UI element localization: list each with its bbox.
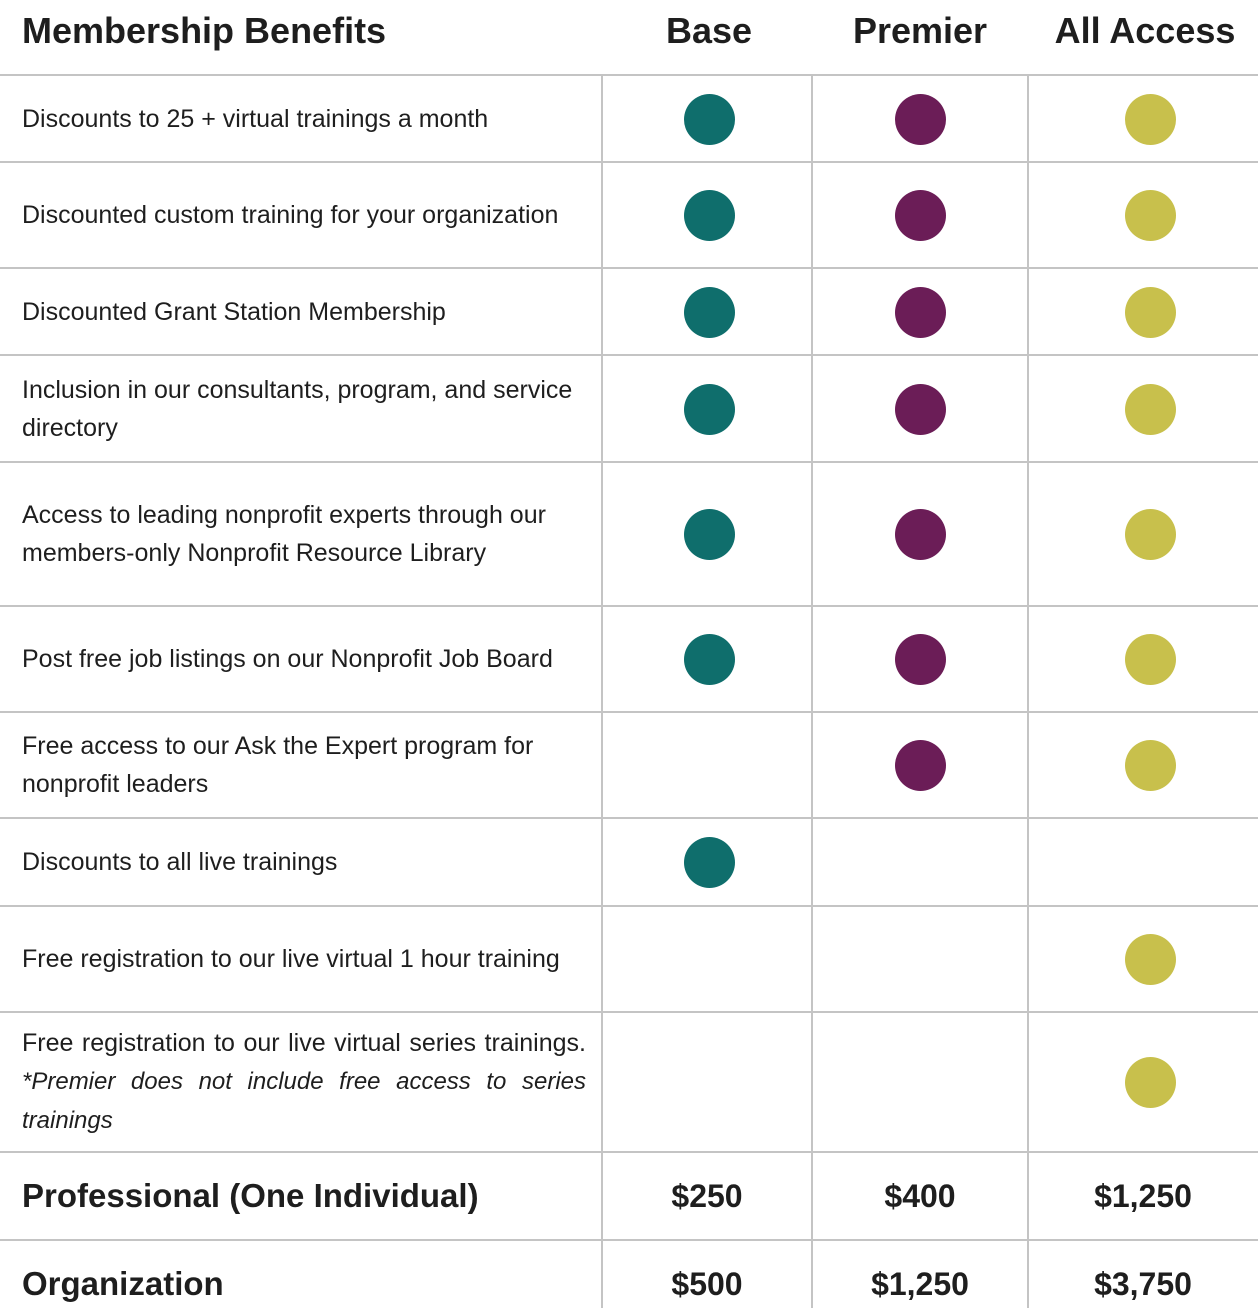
row-divider [0,1239,1258,1241]
benefit-label: Free registration to our live virtual se… [22,1029,586,1057]
included-dot [895,286,946,338]
benefit-label: Post free job listings on our Nonprofit … [22,645,553,673]
benefit-label: Discounted custom training for your orga… [22,201,559,229]
pricing-label: Organization [22,1265,224,1302]
benefit-cell: Discounts to all live trainings [0,818,602,906]
tier-header: All Access [1054,10,1236,51]
benefit-label: Discounts to all live trainings [22,848,338,876]
benefit-cell: Post free job listings on our Nonprofit … [0,606,602,712]
row-divider [0,605,1258,607]
benefit-label: Free access to our Ask the Expert progra… [22,732,534,798]
benefit-text: Discounts to 25 + virtual trainings a mo… [22,100,488,138]
included-dot [895,634,946,685]
included-dot [684,509,735,560]
benefit-note: *Premier does not include free access to… [22,1068,586,1134]
benefit-text: Free access to our Ask the Expert progra… [22,727,586,803]
included-dot [895,383,946,435]
included-dot [1125,383,1176,435]
included-dot [895,93,946,145]
benefit-text: Inclusion in our consultants, program, a… [22,371,586,447]
header-divider [0,74,1258,76]
included-dot [684,190,735,241]
benefit-text: Post free job listings on our Nonprofit … [22,640,553,678]
row-divider [0,354,1258,356]
benefit-cell: Discounted Grant Station Membership [0,268,602,355]
row-divider [0,461,1258,463]
included-dot [1125,634,1176,685]
benefit-text: Free registration to our live virtual se… [22,1024,586,1140]
price: $250 [671,1177,743,1214]
price: $1,250 [1094,1177,1192,1214]
benefit-cell: Free registration to our live virtual se… [0,1012,602,1152]
included-dot [895,509,946,560]
benefit-label: Inclusion in our consultants, program, a… [22,375,573,442]
included-dot [1125,934,1176,985]
price: $400 [884,1177,956,1214]
benefit-text: Discounts to all live trainings [22,843,337,881]
column-divider [811,75,813,1308]
benefit-label: Discounted Grant Station Membership [22,297,446,326]
included-dot [684,837,735,888]
benefit-text: Access to leading nonprofit experts thro… [22,496,586,572]
benefit-label: Discounts to 25 + virtual trainings a mo… [22,104,489,133]
included-dot [684,93,735,145]
benefit-cell: Access to leading nonprofit experts thro… [0,462,602,606]
benefit-text: Discounted Grant Station Membership [22,293,446,331]
included-dot [1125,740,1176,791]
included-dot [895,190,946,241]
benefit-cell: Free registration to our live virtual 1 … [0,906,602,1012]
header-title: Membership Benefits [22,10,387,51]
included-dot [684,383,735,435]
included-dot [1125,286,1176,338]
benefit-text: Discounted custom training for your orga… [22,196,558,234]
included-dot [1125,93,1176,145]
column-divider [1027,75,1029,1308]
tier-header: Premier [852,10,988,51]
pricing-label: Professional (One Individual) [22,1177,479,1214]
included-dot [1125,1057,1176,1108]
row-divider [0,905,1258,907]
benefit-cell: Free access to our Ask the Expert progra… [0,712,602,818]
price: $1,250 [871,1265,969,1302]
benefit-cell: Discounts to 25 + virtual trainings a mo… [0,75,602,162]
row-divider [0,161,1258,163]
included-dot [684,634,735,685]
row-divider [0,267,1258,269]
included-dot [895,740,946,791]
benefit-text: Free registration to our live virtual 1 … [22,940,560,978]
row-divider [0,711,1258,713]
included-dot [684,286,735,338]
included-dot [1125,190,1176,241]
benefit-label: Free registration to our live virtual 1 … [22,945,560,973]
tier-header: Base [665,10,753,51]
included-dot [1125,509,1176,560]
benefit-cell: Inclusion in our consultants, program, a… [0,355,602,462]
price: $3,750 [1094,1265,1192,1302]
row-divider [0,1151,1258,1153]
row-divider [0,1011,1258,1013]
row-divider [0,817,1258,819]
benefit-cell: Discounted custom training for your orga… [0,162,602,268]
price: $500 [671,1265,743,1302]
column-divider [601,75,603,1308]
benefit-label: Access to leading nonprofit experts thro… [22,501,546,567]
